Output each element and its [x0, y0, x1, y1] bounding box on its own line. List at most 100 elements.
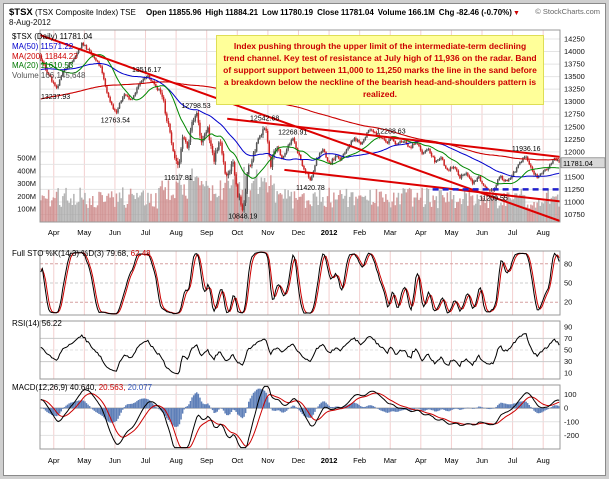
svg-text:Jul: Jul — [508, 228, 518, 237]
svg-text:Oct: Oct — [231, 456, 244, 465]
stochastic-chart: 80 50 20 — [39, 250, 572, 316]
svg-text:50: 50 — [564, 346, 572, 355]
svg-text:Dec: Dec — [292, 456, 306, 465]
svg-text:Sep: Sep — [200, 228, 213, 237]
channel-lower — [284, 168, 561, 203]
svg-text:90: 90 — [564, 322, 572, 331]
symbol-name: (TSX Composite Index) TSE — [35, 8, 136, 17]
stoLabel-value-0: 79.68, — [106, 249, 129, 258]
svg-text:Jun: Jun — [476, 456, 488, 465]
svg-text:11250: 11250 — [564, 185, 584, 194]
svg-text:10750: 10750 — [564, 210, 585, 219]
stochastic-gridlines — [40, 251, 560, 315]
svg-text:Jun: Jun — [476, 228, 488, 237]
svg-text:May: May — [444, 456, 458, 465]
price-legend: $TSX (Daily) 11781.04 MA(50) 11571.22 MA(2… — [12, 32, 92, 81]
macdLabel-value-1: 20.563, — [96, 383, 126, 392]
candlesticks — [40, 41, 560, 213]
stoLabel-title: Full STO %K(14,3) %D(3) — [12, 249, 107, 258]
macd-chart: 100 0 -100 -200 — [39, 384, 579, 450]
quote-value-volume: 166.1M — [408, 8, 435, 17]
svg-text:12268.91: 12268.91 — [278, 129, 307, 136]
svg-text:Mar: Mar — [384, 456, 397, 465]
symbol: $TSX — [9, 7, 33, 18]
svg-text:Oct: Oct — [231, 228, 244, 237]
svg-text:Jul: Jul — [141, 456, 151, 465]
svg-text:13750: 13750 — [564, 60, 585, 69]
svg-text:Sep: Sep — [200, 456, 213, 465]
legend-ma50: MA(50) 11571.22 — [12, 41, 74, 51]
svg-text:Nov: Nov — [261, 456, 275, 465]
price-point-labels: 13237.93 13516.17 12763.54 12798.53 12542.68… — [41, 67, 541, 221]
quote-value-chg: -82.46 (-0.70%) — [456, 8, 512, 17]
svg-text:10848.19: 10848.19 — [228, 214, 257, 221]
quote-value-high: 11884.21 — [225, 8, 259, 17]
legend-price: $TSX (Daily) 11781.04 — [12, 32, 93, 41]
macd-label: MACD(12,26,9) 40.640, 20.563, 20.077 — [12, 383, 152, 392]
svg-text:-100: -100 — [564, 417, 579, 426]
svg-text:12763.54: 12763.54 — [101, 118, 130, 125]
rsiLabel-value-0: 56.22 — [41, 319, 62, 328]
last-price-badge — [560, 157, 605, 169]
svg-text:12000: 12000 — [564, 147, 585, 156]
quote-value-open: 11855.96 — [168, 8, 202, 17]
quote-label-chg: Chg — [438, 8, 455, 17]
svg-text:12500: 12500 — [564, 122, 585, 131]
rsi-chart: 90 70 50 30 10 — [39, 320, 572, 380]
svg-text:Aug: Aug — [169, 228, 182, 237]
svg-text:70: 70 — [564, 334, 572, 343]
svg-text:10: 10 — [564, 369, 572, 378]
svg-text:Feb: Feb — [353, 456, 366, 465]
svg-text:500M: 500M — [17, 154, 36, 163]
quote-label-volume: Volume — [377, 8, 407, 17]
channel-upper — [227, 117, 561, 158]
svg-text:100: 100 — [564, 390, 577, 399]
svg-text:20: 20 — [564, 298, 572, 307]
svg-text:11617.81: 11617.81 — [164, 175, 193, 182]
chart-sheet: $TSX (TSX Composite Index) TSE Open 11855… — [3, 3, 606, 476]
ma200-line — [40, 81, 560, 161]
header-row: $TSX (TSX Composite Index) TSE Open 11855… — [9, 7, 602, 19]
svg-text:Aug: Aug — [169, 456, 182, 465]
quote-label-open: Open — [146, 8, 167, 17]
macdLabel-value-0: 40.640, — [69, 383, 97, 392]
svg-text:2012: 2012 — [321, 456, 338, 465]
svg-text:12542.68: 12542.68 — [250, 116, 279, 123]
annotation-box: Index pushing through the upper limit of… — [216, 35, 544, 105]
svg-text:12250: 12250 — [564, 135, 585, 144]
svg-text:May: May — [77, 456, 91, 465]
trendlines — [39, 34, 561, 222]
chg-down-arrow-icon: ▼ — [512, 10, 520, 17]
ma20-line — [40, 54, 560, 185]
legend-volume: Volume 166,145,648 — [12, 71, 86, 81]
svg-text:30: 30 — [564, 357, 572, 366]
svg-text:Aug: Aug — [536, 228, 549, 237]
svg-text:-200: -200 — [564, 431, 579, 440]
svg-text:Jul: Jul — [141, 228, 151, 237]
quote-value-low: 11780.19 — [280, 8, 314, 17]
svg-text:13000: 13000 — [564, 97, 585, 106]
quote-strip: Open 11855.96 High 11884.21 Low 11780.19 Close… — [142, 8, 520, 17]
legend-ma20: MA(20) 11610.53 — [12, 61, 74, 71]
svg-text:May: May — [444, 228, 458, 237]
svg-text:Jun: Jun — [109, 456, 121, 465]
svg-text:12750: 12750 — [564, 110, 585, 119]
svg-text:14250: 14250 — [564, 35, 585, 44]
svg-text:13500: 13500 — [564, 72, 585, 81]
svg-text:11781.04: 11781.04 — [563, 159, 593, 168]
stochastic-label: Full STO %K(14,3) %D(3) 79.68, 62.48 — [12, 249, 151, 258]
svg-text:0: 0 — [564, 404, 568, 413]
svg-text:Dec: Dec — [292, 228, 306, 237]
svg-text:Apr: Apr — [48, 456, 60, 465]
ma50-line — [40, 62, 560, 178]
quote-label-low: Low — [262, 8, 279, 17]
svg-text:300M: 300M — [17, 179, 36, 188]
svg-text:11209.55: 11209.55 — [479, 195, 508, 202]
quote-label-close: Close — [317, 8, 339, 17]
svg-text:13237.93: 13237.93 — [41, 94, 70, 101]
stockcharts-credit: © StockCharts.com — [535, 7, 600, 16]
svg-text:11500: 11500 — [564, 172, 584, 181]
volume-bars — [40, 166, 560, 222]
svg-text:400M: 400M — [17, 166, 36, 175]
